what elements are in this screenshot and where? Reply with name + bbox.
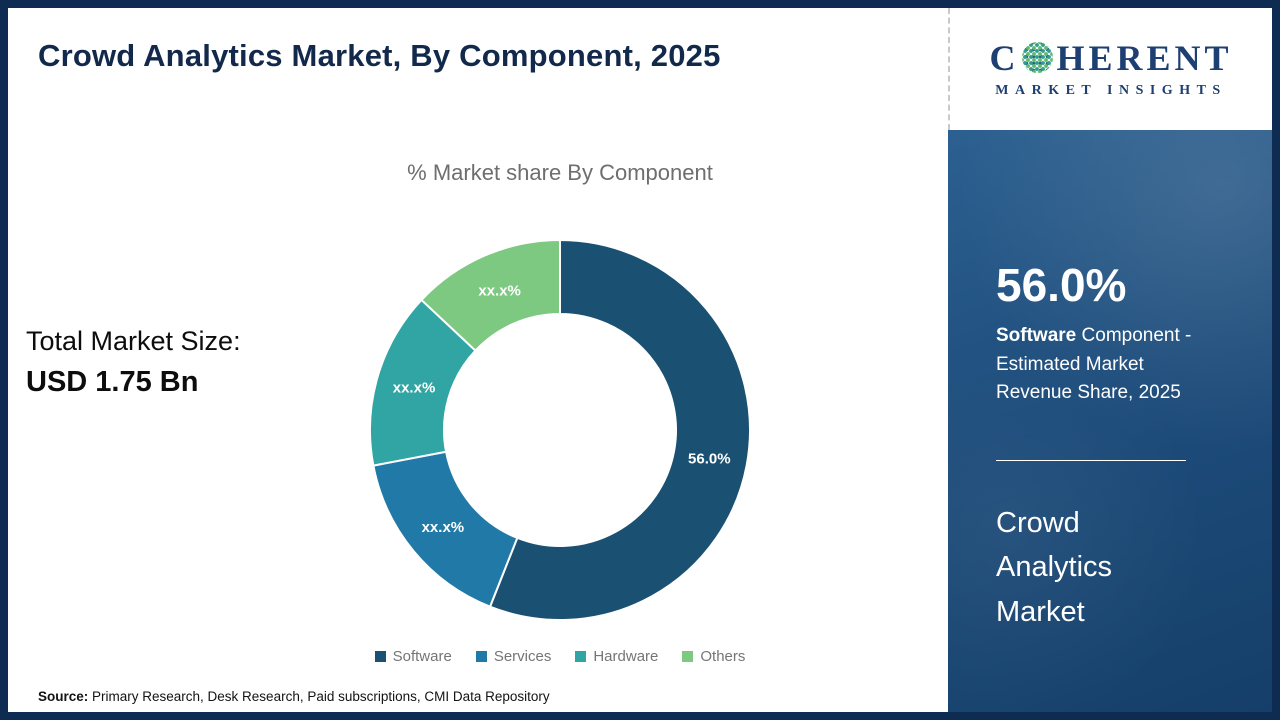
total-market-size-label: Total Market Size: [26,326,241,356]
total-market-size-value: USD 1.75 Bn [26,366,199,398]
total-market-size-block: Total Market Size: USD 1.75 Bn [26,326,241,399]
legend-swatch-software [374,651,386,662]
sidebar-stat-description: Software Component - Estimated Market Re… [996,322,1216,408]
legend-label-services: Services [493,648,552,665]
globe-mosaic-icon [1022,42,1054,73]
main-panel: Crowd Analytics Market, By Component, 20… [8,8,948,712]
donut-segment-others [420,238,561,353]
source-text: Primary Research, Desk Research, Paid su… [88,689,550,704]
legend-swatch-services [475,651,487,662]
sidebar-panel: 56.0% Software Component - Estimated Mar… [948,130,1272,712]
legend-item-hardware: Hardware [575,648,658,665]
page-title: Crowd Analytics Market, By Component, 20… [38,38,721,73]
legend-label-others: Others [700,648,746,665]
logo-box: C HERENT MARKET INSIGHTS [948,8,1272,130]
slice-label-hardware: xx.x% [393,380,436,397]
source-line: Source: Primary Research, Desk Research,… [38,689,550,704]
chart-legend: Software Services Hardware Others [290,648,830,665]
slice-label-others: xx.x% [478,283,521,300]
legend-swatch-others [682,651,694,662]
legend-item-others: Others [682,648,745,665]
logo-subtitle: MARKET INSIGHTS [995,82,1227,98]
donut-segment-software [488,238,751,621]
legend-swatch-hardware [575,651,587,662]
donut-chart: 56.0% xx.x% xx.x% xx.x% [369,238,751,621]
sidebar-stat-value: 56.0% [996,259,1127,311]
sidebar-stat-rest: Component - Estimated Market Revenue Sha… [996,325,1192,403]
slice-label-software: 56.0% [688,450,731,467]
legend-item-services: Services [475,648,552,665]
source-label: Source: [38,689,89,704]
slice-label-services: xx.x% [422,519,465,536]
donut-chart-wrapper: 56.0% xx.x% xx.x% xx.x% [360,230,760,630]
legend-label-hardware: Hardware [593,648,659,665]
legend-label-software: Software [392,648,452,665]
logo-word-rest: HERENT [1056,37,1233,78]
chart-title: % Market share By Component [407,160,713,185]
logo-letter-c: C [989,37,1020,78]
logo-wordmark: C HERENT [989,40,1232,76]
legend-item-software: Software [374,648,452,665]
sidebar-market-name: Crowd Analytics Market [996,506,1113,629]
sidebar-stat-bold: Software [996,325,1077,346]
sidebar-divider [996,459,1186,461]
